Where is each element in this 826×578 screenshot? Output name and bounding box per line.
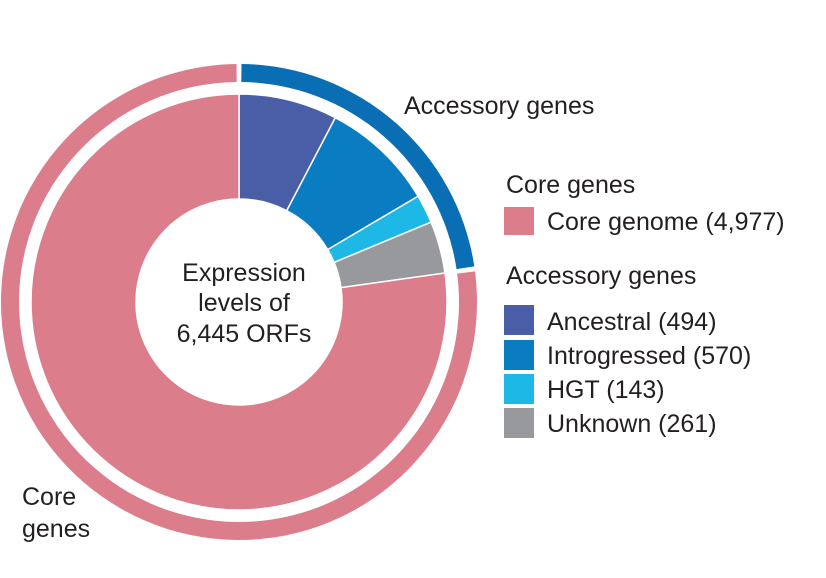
outer-label-core-genes-line1: Core (22, 483, 76, 511)
slice-core-genome (30, 93, 448, 511)
legend: Core genes Core genome (4,977) Accessory… (504, 171, 785, 438)
legend-swatch-introgressed (504, 340, 534, 370)
outer-label-accessory-genes: Accessory genes (404, 92, 594, 120)
outer-ring (1, 64, 477, 540)
center-label-line2: levels of (198, 289, 290, 317)
inner-ring (30, 93, 448, 511)
legend-label-unknown: Unknown (261) (547, 410, 717, 438)
outer-label-core-genes-line2: genes (22, 515, 90, 543)
legend-swatch-core-genome (504, 207, 534, 235)
legend-swatch-unknown (504, 408, 534, 438)
center-label-line3: 6,445 ORFs (177, 320, 312, 348)
legend-label-ancestral: Ancestral (494) (547, 308, 717, 336)
legend-label-introgressed: Introgressed (570) (547, 342, 751, 370)
legend-label-core-genome: Core genome (4,977) (547, 208, 785, 236)
legend-swatch-ancestral (504, 305, 534, 335)
legend-swatch-hgt (504, 374, 534, 404)
legend-heading-accessory-genes: Accessory genes (506, 262, 696, 290)
legend-heading-core-genes: Core genes (506, 171, 635, 199)
outer-arc-accessory-genes (241, 64, 475, 270)
legend-label-hgt: HGT (143) (547, 376, 665, 404)
center-label-line1: Expression (182, 259, 306, 287)
